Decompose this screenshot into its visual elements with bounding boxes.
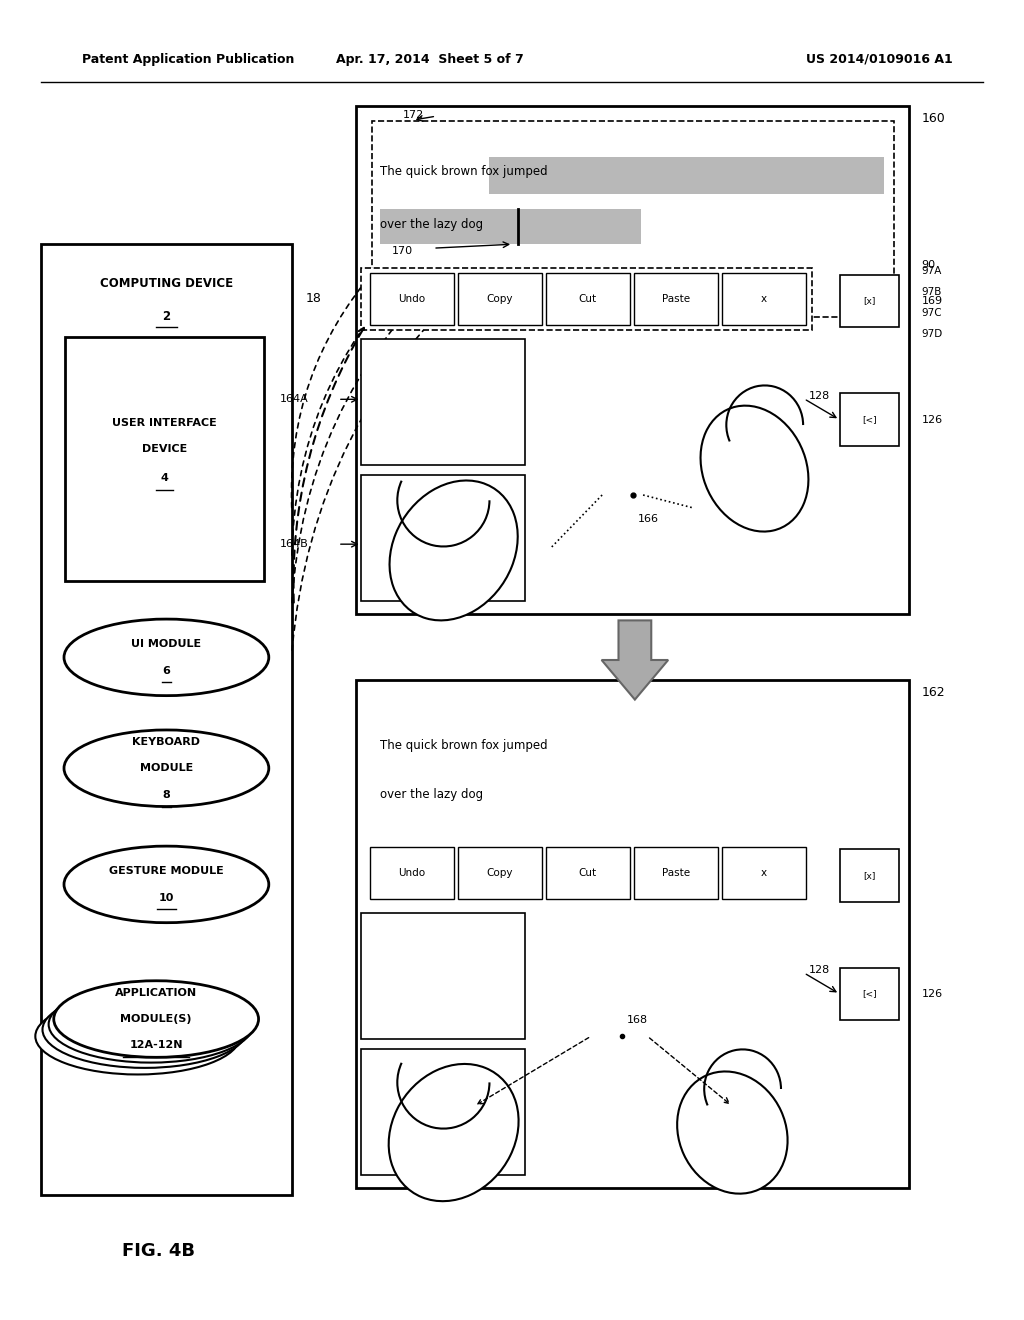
Text: 164A: 164A: [280, 395, 308, 404]
Text: 128: 128: [809, 391, 830, 401]
Text: COMPUTING DEVICE: COMPUTING DEVICE: [99, 277, 233, 290]
Text: 97D: 97D: [922, 329, 943, 339]
Text: 8: 8: [163, 789, 170, 800]
Text: [x]: [x]: [863, 871, 876, 879]
Text: 97C: 97C: [922, 308, 942, 318]
Text: DEVICE: DEVICE: [141, 445, 187, 454]
Text: KEYBOARD: KEYBOARD: [132, 737, 201, 747]
Text: USER INTERFACE: USER INTERFACE: [112, 418, 217, 428]
FancyBboxPatch shape: [840, 393, 899, 446]
Text: 126: 126: [922, 989, 943, 999]
Text: APPLICATION: APPLICATION: [115, 987, 198, 998]
Ellipse shape: [42, 991, 248, 1068]
Text: 170: 170: [392, 246, 414, 256]
Ellipse shape: [389, 1064, 518, 1201]
Text: FIG. 4B: FIG. 4B: [122, 1242, 196, 1261]
Text: 18: 18: [305, 292, 322, 305]
Ellipse shape: [63, 619, 268, 696]
FancyBboxPatch shape: [356, 680, 909, 1188]
Text: 12A-12N: 12A-12N: [129, 1040, 183, 1051]
Text: 162: 162: [922, 686, 945, 700]
FancyBboxPatch shape: [41, 244, 292, 1195]
Text: Copy: Copy: [486, 869, 513, 878]
Text: [x]: [x]: [863, 297, 876, 305]
Text: Copy: Copy: [486, 294, 513, 304]
Ellipse shape: [53, 981, 258, 1057]
Text: over the lazy dog: over the lazy dog: [380, 218, 483, 231]
Text: 128: 128: [809, 965, 830, 975]
Text: [<]: [<]: [862, 416, 877, 424]
Text: The quick brown fox jumped: The quick brown fox jumped: [380, 165, 548, 178]
Text: 97A: 97A: [922, 265, 942, 276]
Text: 97B: 97B: [922, 286, 942, 297]
FancyBboxPatch shape: [361, 1049, 524, 1175]
FancyBboxPatch shape: [370, 847, 454, 899]
Text: GESTURE MODULE: GESTURE MODULE: [109, 866, 224, 876]
FancyBboxPatch shape: [840, 849, 899, 902]
FancyBboxPatch shape: [458, 273, 542, 325]
Text: 169: 169: [922, 296, 943, 306]
Text: Undo: Undo: [398, 869, 425, 878]
Text: 6: 6: [163, 665, 170, 676]
Text: 168: 168: [627, 1015, 648, 1026]
Ellipse shape: [35, 998, 240, 1074]
Text: Patent Application Publication: Patent Application Publication: [82, 53, 294, 66]
FancyBboxPatch shape: [65, 337, 264, 581]
Text: Paste: Paste: [662, 869, 690, 878]
FancyBboxPatch shape: [361, 268, 812, 330]
Text: Cut: Cut: [579, 869, 597, 878]
Text: x: x: [761, 294, 767, 304]
Ellipse shape: [677, 1072, 787, 1193]
Text: MODULE(S): MODULE(S): [121, 1014, 191, 1024]
FancyBboxPatch shape: [840, 968, 899, 1020]
FancyBboxPatch shape: [634, 273, 718, 325]
Text: 126: 126: [922, 414, 943, 425]
Text: 166: 166: [638, 513, 659, 524]
Text: 10: 10: [159, 892, 174, 903]
FancyBboxPatch shape: [546, 847, 630, 899]
FancyBboxPatch shape: [361, 339, 524, 465]
Text: 164B: 164B: [280, 539, 308, 549]
FancyArrow shape: [602, 620, 668, 700]
Text: Paste: Paste: [662, 294, 690, 304]
FancyBboxPatch shape: [840, 275, 899, 327]
Text: x: x: [761, 869, 767, 878]
Text: 2: 2: [163, 310, 170, 323]
Text: The quick brown fox jumped: The quick brown fox jumped: [380, 739, 548, 752]
Text: Undo: Undo: [398, 294, 425, 304]
Ellipse shape: [63, 730, 268, 807]
FancyBboxPatch shape: [722, 273, 806, 325]
Ellipse shape: [700, 405, 808, 532]
Text: 160: 160: [922, 112, 945, 125]
Text: 172: 172: [402, 110, 424, 120]
FancyBboxPatch shape: [489, 157, 884, 194]
Text: 4: 4: [161, 474, 168, 483]
Text: [<]: [<]: [862, 990, 877, 998]
FancyBboxPatch shape: [361, 475, 524, 601]
FancyBboxPatch shape: [722, 847, 806, 899]
FancyBboxPatch shape: [546, 273, 630, 325]
Text: Cut: Cut: [579, 294, 597, 304]
FancyBboxPatch shape: [380, 209, 641, 244]
Ellipse shape: [63, 846, 268, 923]
FancyBboxPatch shape: [361, 913, 524, 1039]
Text: UI MODULE: UI MODULE: [131, 639, 202, 649]
FancyBboxPatch shape: [634, 847, 718, 899]
Text: US 2014/0109016 A1: US 2014/0109016 A1: [806, 53, 952, 66]
Ellipse shape: [389, 480, 518, 620]
FancyBboxPatch shape: [356, 106, 909, 614]
Text: over the lazy dog: over the lazy dog: [380, 788, 483, 801]
Ellipse shape: [48, 986, 254, 1063]
Text: 90: 90: [922, 260, 936, 271]
FancyBboxPatch shape: [458, 847, 542, 899]
Text: MODULE: MODULE: [139, 763, 194, 774]
Text: Apr. 17, 2014  Sheet 5 of 7: Apr. 17, 2014 Sheet 5 of 7: [336, 53, 524, 66]
FancyBboxPatch shape: [372, 121, 894, 317]
FancyBboxPatch shape: [370, 273, 454, 325]
